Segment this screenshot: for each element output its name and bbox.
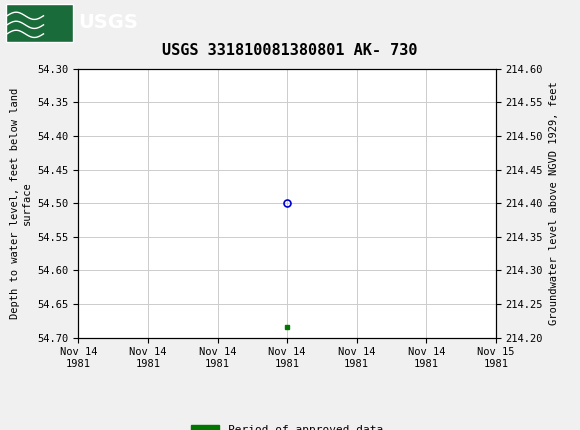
- Text: USGS: USGS: [78, 13, 138, 32]
- Y-axis label: Depth to water level, feet below land
surface: Depth to water level, feet below land su…: [10, 88, 32, 319]
- Y-axis label: Groundwater level above NGVD 1929, feet: Groundwater level above NGVD 1929, feet: [549, 81, 559, 325]
- Text: USGS 331810081380801 AK- 730: USGS 331810081380801 AK- 730: [162, 43, 418, 58]
- Legend: Period of approved data: Period of approved data: [187, 421, 387, 430]
- FancyBboxPatch shape: [6, 3, 72, 42]
